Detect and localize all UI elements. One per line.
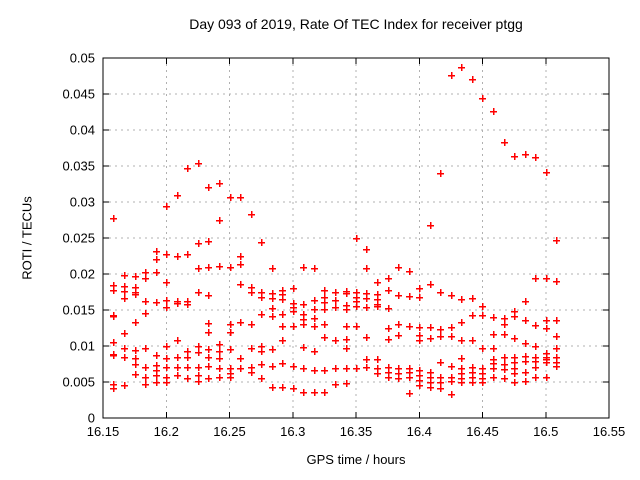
x-tick-label: 16.3: [280, 424, 305, 439]
x-tick-label: 16.4: [407, 424, 432, 439]
y-tick-label: 0.03: [70, 195, 95, 210]
y-tick-label: 0.045: [62, 87, 95, 102]
x-tick-label: 16.15: [87, 424, 120, 439]
y-tick-label: 0.01: [70, 339, 95, 354]
x-axis-label: GPS time / hours: [306, 452, 406, 467]
x-tick-label: 16.2: [154, 424, 179, 439]
y-tick-label: 0.04: [70, 123, 95, 138]
x-tick-label: 16.25: [213, 424, 246, 439]
y-tick-label: 0.035: [62, 159, 95, 174]
x-tick-label: 16.35: [340, 424, 373, 439]
y-tick-label: 0.02: [70, 267, 95, 282]
y-tick-label: 0.05: [70, 51, 95, 66]
y-tick-label: 0.005: [62, 375, 95, 390]
x-tick-label: 16.5: [533, 424, 558, 439]
x-tick-label: 16.45: [466, 424, 499, 439]
chart-title: Day 093 of 2019, Rate Of TEC Index for r…: [189, 16, 523, 32]
plot-border: [102, 57, 610, 419]
y-tick-label: 0.025: [62, 231, 95, 246]
data-points: [110, 64, 560, 398]
y-tick-label: 0.015: [62, 303, 95, 318]
x-tick-label: 16.55: [593, 424, 626, 439]
y-tick-label: 0: [88, 411, 95, 426]
